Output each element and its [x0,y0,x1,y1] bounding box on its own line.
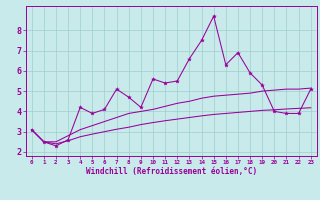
X-axis label: Windchill (Refroidissement éolien,°C): Windchill (Refroidissement éolien,°C) [86,167,257,176]
